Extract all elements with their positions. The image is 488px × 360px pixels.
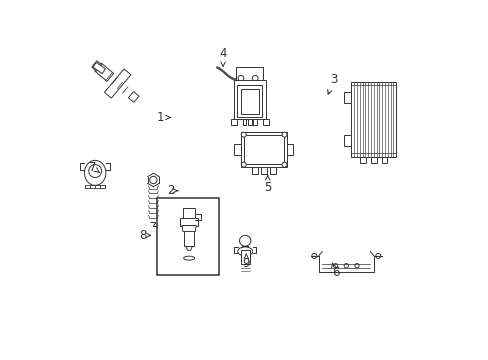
Circle shape	[241, 132, 246, 137]
Bar	[183, 225, 194, 246]
Text: 4: 4	[219, 47, 226, 66]
Ellipse shape	[239, 235, 250, 246]
Bar	[247, 119, 251, 125]
Ellipse shape	[237, 247, 252, 256]
Bar	[230, 119, 236, 125]
Bar	[104, 69, 131, 98]
Text: 2: 2	[167, 184, 178, 197]
Circle shape	[375, 253, 380, 258]
Bar	[242, 119, 246, 125]
Bar	[183, 208, 195, 218]
Text: 7: 7	[89, 161, 99, 174]
Bar	[95, 63, 113, 81]
Bar	[253, 119, 257, 125]
Bar	[261, 167, 267, 174]
Circle shape	[282, 132, 286, 137]
Bar	[344, 135, 351, 146]
Bar	[236, 67, 263, 84]
Bar	[93, 62, 105, 74]
Bar	[351, 82, 395, 157]
Bar	[234, 144, 241, 155]
Bar	[241, 132, 287, 167]
Bar	[233, 80, 265, 119]
Circle shape	[252, 75, 258, 81]
Text: 8: 8	[139, 229, 150, 242]
Text: 5: 5	[264, 175, 271, 194]
Ellipse shape	[84, 160, 106, 185]
Circle shape	[311, 253, 316, 258]
Bar	[244, 135, 283, 164]
Bar	[360, 157, 365, 163]
Bar	[237, 85, 262, 117]
Circle shape	[241, 162, 246, 167]
Text: 3: 3	[327, 73, 337, 94]
Circle shape	[88, 165, 102, 177]
Bar	[128, 92, 139, 102]
Circle shape	[354, 264, 358, 268]
Circle shape	[333, 264, 337, 268]
Bar	[240, 250, 249, 264]
Circle shape	[344, 264, 348, 268]
Bar	[269, 167, 276, 174]
Text: 6: 6	[331, 263, 339, 279]
Circle shape	[238, 75, 244, 81]
Bar	[370, 157, 376, 163]
Circle shape	[149, 176, 157, 184]
Bar	[344, 93, 351, 103]
Bar	[381, 157, 386, 163]
Bar	[157, 198, 219, 275]
Bar	[180, 219, 197, 226]
Text: 1: 1	[157, 111, 170, 124]
Ellipse shape	[183, 256, 194, 260]
Bar	[92, 61, 102, 71]
Text: 9: 9	[242, 254, 249, 270]
Polygon shape	[182, 226, 196, 231]
Circle shape	[282, 162, 286, 167]
Bar	[263, 119, 268, 125]
Bar	[241, 89, 258, 114]
Bar	[251, 167, 258, 174]
Bar	[287, 144, 292, 155]
